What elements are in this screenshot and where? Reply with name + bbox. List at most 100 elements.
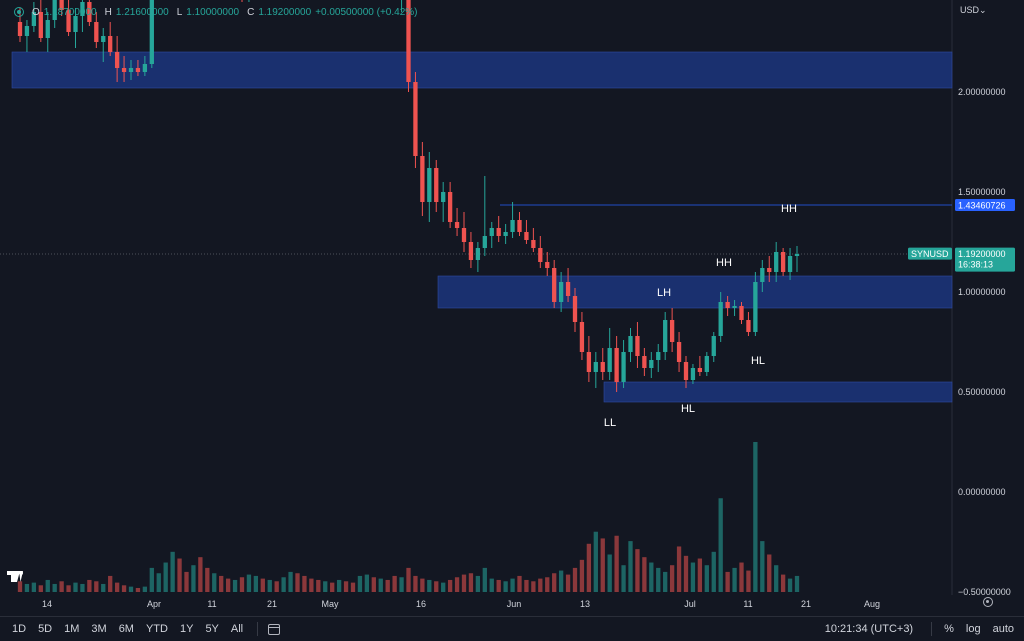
candle-body[interactable] [614,348,619,382]
candle-body[interactable] [101,36,106,42]
candle-body[interactable] [649,360,654,368]
tf-5y[interactable]: 5Y [205,623,219,635]
candle-body[interactable] [427,168,432,202]
candle-body[interactable] [45,20,50,38]
candle-body[interactable] [621,352,626,382]
candle-body[interactable] [579,322,585,352]
candle-body[interactable] [669,320,675,342]
candle-body[interactable] [767,268,772,272]
current-price-tag-bg[interactable] [955,247,1015,272]
candle-body[interactable] [482,236,487,248]
candle-body[interactable] [732,306,737,308]
candle-body[interactable] [24,26,30,36]
candle-body[interactable] [475,248,481,260]
candle-body[interactable] [531,240,536,248]
candle-body[interactable] [642,356,647,368]
candle-body[interactable] [447,192,453,222]
candle-body[interactable] [38,12,43,38]
candle-body[interactable] [725,302,730,308]
candle-body[interactable] [593,362,598,372]
tf-1d[interactable]: 1D [12,623,27,635]
candle-body[interactable] [565,282,571,296]
auto-toggle[interactable]: auto [992,623,1014,635]
circle-dot-icon[interactable] [14,7,24,17]
candle-body[interactable] [718,302,723,336]
clock[interactable]: 10:21:34 (UTC+3) [824,623,914,635]
symbol-price-tag-bg[interactable] [908,247,952,260]
price-label-level-bg[interactable] [955,199,1015,211]
support-resistance-zone[interactable] [437,275,953,309]
candle-body[interactable] [690,368,696,380]
candle-body[interactable] [142,64,148,72]
support-resistance-zone[interactable] [603,381,953,403]
price-chart[interactable]: 4.500000004.000000003.500000003.00000000… [0,0,1024,616]
candle-body[interactable] [517,220,522,232]
percent-toggle[interactable]: % [944,623,954,635]
candle-body[interactable] [420,156,425,202]
candle-body[interactable] [149,0,154,64]
candle-body[interactable] [739,306,744,320]
tf-ytd[interactable]: YTD [145,623,168,635]
candle-body[interactable] [794,254,800,256]
candle-body[interactable] [66,10,71,32]
candle-body[interactable] [413,82,418,156]
candle-body[interactable] [52,0,57,20]
candle-body[interactable] [503,232,508,236]
tf-6m[interactable]: 6M [118,623,134,635]
candle-body[interactable] [441,192,446,202]
candle-body[interactable] [17,22,23,36]
candle-body[interactable] [552,268,557,302]
candle-body[interactable] [135,68,141,72]
candle-body[interactable] [572,296,578,322]
candle-body[interactable] [676,342,682,362]
tf-1y[interactable]: 1Y [179,623,194,635]
candle-body[interactable] [697,368,703,372]
candle-body[interactable] [586,352,592,372]
candle-body[interactable] [656,352,661,360]
candle-body[interactable] [454,222,460,228]
candle-body[interactable] [683,362,689,380]
candle-body[interactable] [628,336,633,352]
price-label-level[interactable]: 1.43460726 [958,201,1006,211]
candle-body[interactable] [711,336,716,356]
tf-3m[interactable]: 3M [91,623,107,635]
candle-body[interactable] [524,232,529,240]
candle-body[interactable] [558,282,564,302]
candle-body[interactable] [73,16,78,32]
candle-body[interactable] [489,228,494,236]
candle-body[interactable] [108,36,113,52]
current-price-label[interactable]: 1.19200000 [958,249,1006,259]
candle-body[interactable] [406,0,411,82]
calendar-icon[interactable] [268,623,281,635]
candle-body[interactable] [780,252,786,272]
log-toggle[interactable]: log [965,623,981,635]
candle-body[interactable] [760,268,765,282]
candle-body[interactable] [787,256,793,272]
candle-body[interactable] [607,348,612,372]
tf-5d[interactable]: 5D [38,623,53,635]
candle-body[interactable] [510,220,515,232]
candle-body[interactable] [31,12,37,26]
candle-body[interactable] [121,68,127,72]
candle-body[interactable] [114,52,120,68]
candle-body[interactable] [461,228,467,242]
candle-body[interactable] [468,242,474,260]
candle-body[interactable] [87,1,92,22]
candle-body[interactable] [94,22,99,42]
candle-body[interactable] [545,262,550,268]
candle-body[interactable] [128,68,134,72]
symbol-price-tag[interactable]: SYNUSD [911,249,949,259]
candle-body[interactable] [496,228,501,236]
gear-icon[interactable] [983,597,993,607]
currency-selector[interactable]: USD⌄ [960,5,987,16]
candle-body[interactable] [774,252,779,272]
candle-body[interactable] [746,320,751,332]
candle-body[interactable] [600,362,605,372]
tf-1m[interactable]: 1M [64,623,80,635]
candle-body[interactable] [663,320,668,352]
candle-body[interactable] [538,248,543,262]
tf-all[interactable]: All [230,623,244,635]
candle-body[interactable] [434,168,439,202]
candle-body[interactable] [704,356,709,372]
support-resistance-zone[interactable] [11,51,953,89]
